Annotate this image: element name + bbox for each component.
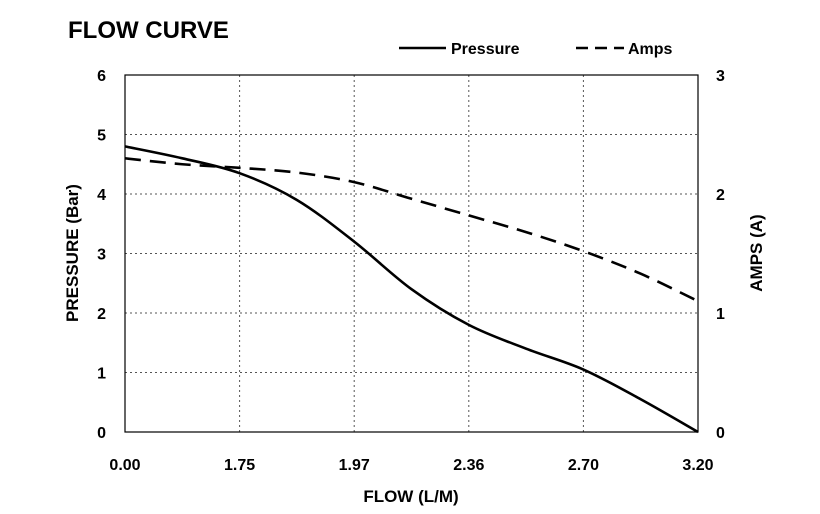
x-tick-label: 1.75 <box>224 457 255 474</box>
series-group <box>124 145 699 434</box>
x-axis-label: FLOW (L/M) <box>363 487 458 506</box>
chart-title: FLOW CURVE <box>68 17 229 44</box>
y-tick-label: 1 <box>97 366 106 383</box>
y2-tick-label: 3 <box>716 68 725 85</box>
y2-axis-label: AMPS (A) <box>747 214 766 291</box>
legend-amps-label: Amps <box>628 41 673 58</box>
y-tick-labels: 0 1 2 3 4 5 6 <box>97 68 106 442</box>
legend-pressure-label: Pressure <box>451 41 520 58</box>
y-tick-label: 4 <box>97 187 106 204</box>
x-tick-label: 0.00 <box>109 457 140 474</box>
series-line-pressure <box>124 145 699 434</box>
x-tick-label: 1.97 <box>339 457 370 474</box>
grid-lines <box>125 75 698 432</box>
plot-frame <box>124 74 699 433</box>
y-tick-label: 3 <box>97 247 106 264</box>
series-line-amps <box>124 157 699 303</box>
y-axis-label: PRESSURE (Bar) <box>63 184 82 322</box>
x-tick-label: 2.36 <box>453 457 484 474</box>
y-tick-label: 0 <box>97 425 106 442</box>
x-tick-label: 2.70 <box>568 457 599 474</box>
x-tick-labels: 0.00 1.75 1.97 2.36 2.70 3.20 <box>109 457 713 474</box>
y2-tick-labels: 0 1 2 3 <box>716 68 725 442</box>
x-tick-label: 3.20 <box>682 457 713 474</box>
y-tick-label: 2 <box>97 306 106 323</box>
legend: Pressure Amps <box>399 41 673 58</box>
y-tick-label: 6 <box>97 68 106 85</box>
y2-tick-label: 1 <box>716 306 725 323</box>
y-tick-label: 5 <box>97 128 106 145</box>
y2-tick-label: 0 <box>716 425 725 442</box>
y2-tick-label: 2 <box>716 187 725 204</box>
